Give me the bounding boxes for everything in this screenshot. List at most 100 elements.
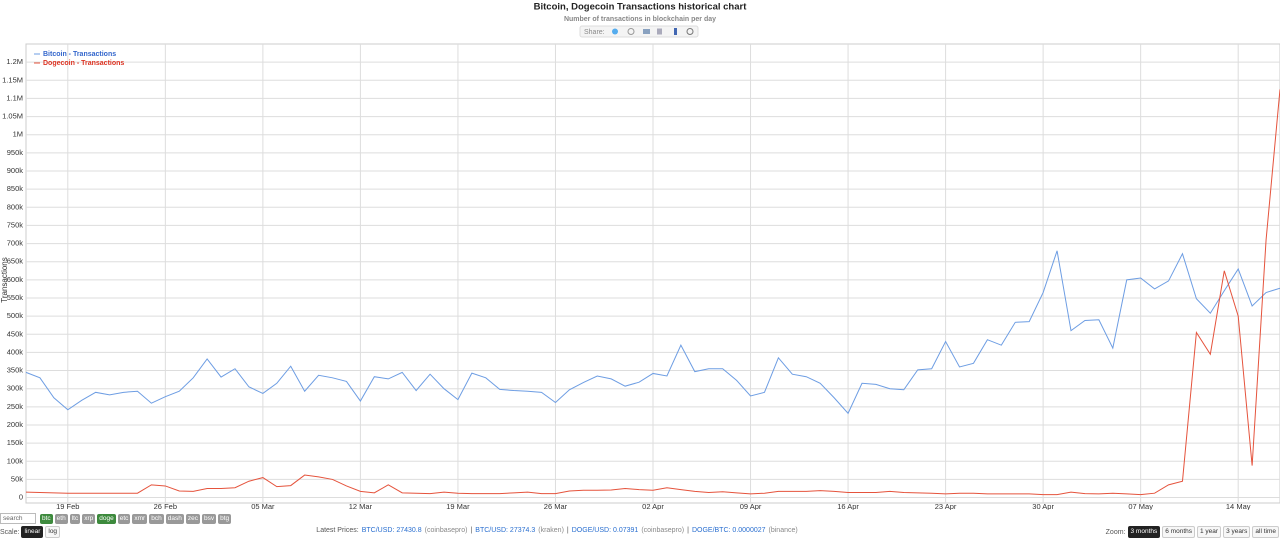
price-value: 27374.3 — [509, 527, 536, 534]
weibo-icon[interactable] — [686, 28, 694, 35]
price-link[interactable]: DOGE/BTC: 0.0000027 — [692, 527, 766, 534]
y-tick-label: 50k — [11, 474, 23, 483]
price-value: 0.07391 — [613, 527, 639, 534]
price-source: (coinbasepro) — [424, 527, 468, 534]
coin-button[interactable]: etc — [117, 513, 131, 524]
y-tick-label: 300k — [7, 384, 24, 393]
price-source: (kraken) — [538, 527, 564, 534]
price-link[interactable]: DOGE/USD: 0.07391 — [572, 527, 639, 534]
zoom-option[interactable]: all time — [1252, 526, 1279, 538]
price-pair: BTC/USD: — [361, 527, 395, 534]
x-tick-label: 26 Feb — [154, 502, 177, 510]
zoom-label: Zoom: — [1105, 528, 1126, 536]
y-tick-label: 700k — [7, 239, 24, 248]
coin-button[interactable]: bsv — [201, 513, 217, 524]
price-source: (binance) — [768, 527, 798, 534]
legend-label: Dogecoin - Transactions — [43, 60, 124, 67]
zoom-option[interactable]: 6 months — [1162, 526, 1195, 538]
coin-button[interactable]: btc — [40, 513, 53, 524]
scale-label: Scale: — [0, 528, 20, 536]
y-tick-label: 100k — [7, 456, 24, 465]
price-separator: | — [470, 527, 473, 534]
series-line — [25, 89, 1280, 496]
x-tick-label: 09 Apr — [740, 502, 762, 510]
chart: Bitcoin, Dogecoin Transactions historica… — [0, 2, 1280, 510]
zoom-option[interactable]: 3 months — [1127, 526, 1161, 538]
y-tick-label: 900k — [7, 166, 24, 175]
legend-label: Bitcoin - Transactions — [43, 51, 116, 58]
reddit-icon[interactable] — [627, 28, 635, 35]
y-tick-label: 750k — [7, 220, 24, 229]
share-icons — [612, 28, 694, 35]
y-tick-label: 600k — [7, 275, 24, 284]
twitter-icon[interactable] — [612, 28, 618, 35]
zoom-option[interactable]: 3 years — [1223, 526, 1251, 538]
x-tick-label: 05 Mar — [251, 502, 275, 510]
price-separator: | — [566, 527, 569, 534]
prices-label: Latest Prices: — [316, 527, 359, 534]
y-tick-label: 800k — [7, 202, 24, 211]
y-tick-label: 1.15M — [2, 75, 23, 84]
zoom-option[interactable]: 1 year — [1197, 526, 1222, 538]
vk-icon[interactable] — [643, 29, 650, 34]
y-tick-label: 550k — [7, 293, 24, 302]
y-axis-title: Transactions — [0, 257, 9, 303]
y-tick-label: 150k — [7, 438, 24, 447]
price-value: 27430.8 — [396, 527, 422, 534]
coin-button[interactable]: bch — [149, 513, 164, 524]
x-tick-label: 19 Mar — [446, 502, 470, 510]
price-pair: DOGE/BTC: — [691, 527, 731, 534]
latest-prices: Latest Prices: BTC/USD: 27430.8 (coinbase… — [0, 527, 1114, 534]
chart-subtitle: Number of transactions in blockchain per… — [564, 16, 716, 23]
search-input[interactable]: search — [0, 513, 36, 524]
x-tick-label: 19 Feb — [56, 502, 79, 510]
y-tick-label: 850k — [7, 184, 24, 193]
price-separator: | — [687, 527, 689, 534]
price-pair: BTC/USD: — [475, 527, 508, 534]
scale-option[interactable]: log — [45, 526, 61, 538]
y-tick-label: 0 — [19, 493, 23, 502]
y-tick-label: 950k — [7, 148, 24, 157]
price-value: 0.0000027 — [732, 527, 766, 534]
y-tick-label: 350k — [7, 366, 24, 375]
like-icon[interactable] — [657, 28, 662, 35]
coin-button[interactable]: eth — [54, 513, 68, 524]
coin-button[interactable]: dash — [165, 513, 184, 524]
coin-button[interactable]: ltc — [69, 513, 81, 524]
x-tick-label: 23 Apr — [935, 502, 957, 510]
y-tick-label: 500k — [7, 311, 24, 320]
price-link[interactable]: BTC/USD: 27430.8 — [362, 527, 422, 534]
zoom-control: Zoom: 3 months 6 months 1 year 3 years all t… — [1106, 526, 1279, 538]
x-tick-label: 16 Apr — [837, 502, 859, 510]
search-row: search btc eth ltc xrp doge etc xmr bch dash zec b… — [0, 513, 232, 524]
x-tick-label: 12 Mar — [349, 502, 373, 510]
y-tick-label: 1M — [13, 130, 23, 139]
y-tick-label: 400k — [7, 347, 24, 356]
x-tick-label: 14 May — [1226, 502, 1251, 510]
coin-button[interactable]: xmr — [132, 513, 148, 524]
chart-title: Bitcoin, Dogecoin Transactions historica… — [534, 2, 748, 13]
coin-button[interactable]: btg — [218, 513, 232, 524]
scale-control: Scale: linear log — [0, 526, 61, 538]
y-tick-label: 450k — [7, 329, 24, 338]
coin-list: btc eth ltc xrp doge etc xmr bch dash zec bsv btg — [40, 513, 232, 524]
x-tick-label: 30 Apr — [1032, 502, 1054, 510]
y-tick-label: 1.1M — [6, 93, 23, 102]
x-tick-label: 02 Apr — [642, 502, 664, 510]
y-tick-label: 650k — [7, 257, 24, 266]
y-tick-label: 250k — [7, 402, 24, 411]
y-tick-label: 1.05M — [2, 112, 23, 121]
price-link[interactable]: BTC/USD: 27374.3 — [475, 527, 535, 534]
coin-button[interactable]: doge — [97, 513, 116, 524]
x-tick-label: 26 Mar — [544, 502, 568, 510]
coin-button[interactable]: xrp — [82, 513, 96, 524]
scale-option[interactable]: linear — [21, 526, 44, 538]
facebook-icon[interactable] — [674, 28, 677, 35]
x-tick-label: 07 May — [1128, 502, 1153, 510]
coin-button[interactable]: zec — [185, 513, 200, 524]
share-label: Share: — [584, 29, 605, 36]
y-tick-label: 200k — [7, 420, 24, 429]
price-source: (coinbasepro) — [641, 527, 685, 534]
share-bar — [579, 25, 699, 38]
